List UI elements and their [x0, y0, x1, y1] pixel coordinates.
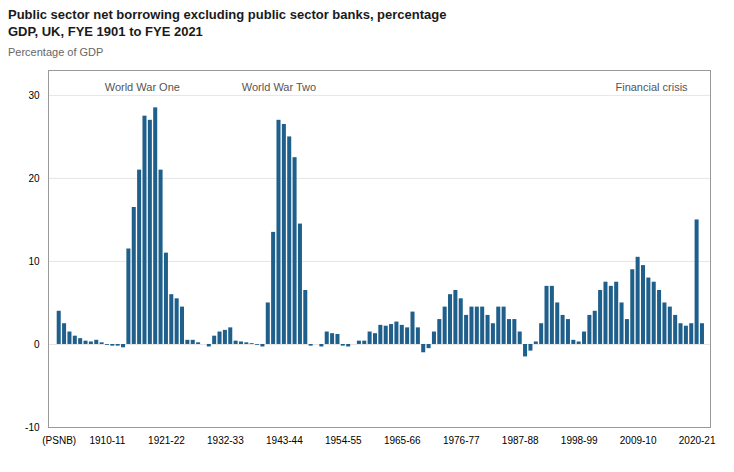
svg-text:1987-88: 1987-88: [502, 435, 539, 446]
svg-text:World War Two: World War Two: [242, 81, 316, 93]
svg-text:(PSNB): (PSNB): [42, 435, 76, 446]
svg-text:1954-55: 1954-55: [325, 435, 362, 446]
svg-text:World War One: World War One: [105, 81, 180, 93]
svg-text:1998-99: 1998-99: [561, 435, 598, 446]
svg-text:20: 20: [28, 173, 40, 184]
svg-text:10: 10: [28, 256, 40, 267]
svg-text:1921-22: 1921-22: [148, 435, 185, 446]
svg-text:2020-21: 2020-21: [679, 435, 716, 446]
svg-text:-10: -10: [25, 422, 40, 433]
svg-text:Financial crisis: Financial crisis: [615, 81, 688, 93]
svg-text:1943-44: 1943-44: [266, 435, 303, 446]
svg-text:1965-66: 1965-66: [384, 435, 421, 446]
svg-text:1976-77: 1976-77: [443, 435, 480, 446]
svg-text:1910-11: 1910-11: [89, 435, 125, 446]
svg-text:2009-10: 2009-10: [620, 435, 657, 446]
svg-text:1932-33: 1932-33: [207, 435, 244, 446]
svg-text:30: 30: [28, 90, 40, 101]
svg-text:0: 0: [34, 339, 40, 350]
html-text:Percentage of GDP: Percentage of GDP: [8, 46, 104, 58]
html-text:GDP, UK, FYE 1901 to FYE 2021: GDP, UK, FYE 1901 to FYE 2021: [8, 24, 203, 39]
html-text:Public sector net borrowing ex: Public sector net borrowing excluding pu…: [8, 7, 447, 22]
